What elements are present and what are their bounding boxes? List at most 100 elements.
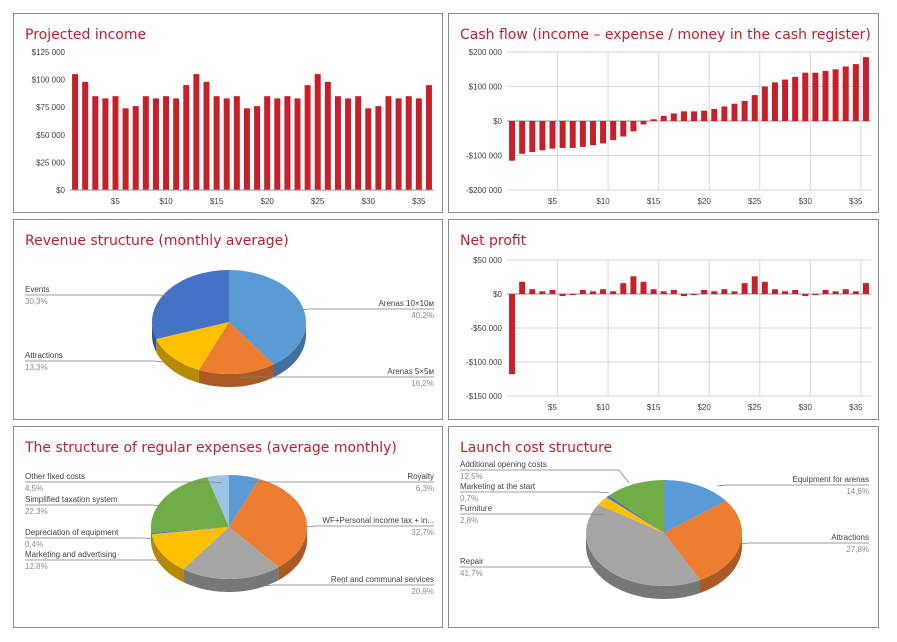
bar — [640, 121, 647, 125]
y-tick-label: $0 — [493, 117, 502, 126]
bar — [792, 76, 799, 121]
bar — [539, 291, 546, 294]
bar — [415, 98, 422, 190]
chart-title: Net profit — [460, 233, 527, 249]
pie-slice — [598, 497, 664, 533]
y-tick-label: -$50 000 — [470, 324, 502, 333]
y-tick-label: $100 000 — [32, 76, 66, 85]
bar — [610, 291, 617, 294]
pie-slice-side — [183, 567, 279, 592]
slice-label: Additional opening costs — [460, 460, 547, 469]
bar — [589, 291, 596, 294]
slice-label: Arenas 10×10м — [378, 299, 434, 308]
bar — [549, 289, 556, 294]
leader-line — [460, 566, 600, 569]
leader-line — [25, 504, 163, 507]
chart-projected-income: Projected income $0 $25 000 $50 000 $75 000 $… — [25, 27, 434, 206]
bar — [731, 291, 738, 294]
slice-percent: 12,8% — [25, 562, 48, 571]
panel-revenue-structure: Revenue structure (monthly average) Arena… — [13, 219, 443, 420]
pie-slice — [229, 479, 307, 568]
bar — [203, 81, 210, 190]
leader-line — [25, 360, 165, 363]
bar — [314, 74, 321, 190]
bar — [650, 289, 657, 294]
bar — [72, 74, 79, 190]
slice-percent: 41,7% — [460, 569, 483, 578]
y-tick-label: $0 — [493, 290, 502, 299]
chart-title: The structure of regular expenses (avera… — [24, 440, 397, 456]
x-tick-label: $5 — [548, 197, 557, 206]
slice-label: Rent and communal services — [331, 575, 434, 584]
slice-label: Equipment for arenas — [793, 475, 870, 484]
pie-slice — [608, 480, 664, 533]
slice-label: Marketing and advertising — [25, 550, 117, 559]
bar — [569, 121, 576, 148]
bar — [529, 121, 536, 153]
bar — [691, 294, 698, 295]
pie-slice — [183, 527, 279, 579]
pie-slice — [151, 527, 229, 535]
y-tick-label: $50 000 — [36, 131, 65, 140]
x-tick-label: $25 — [311, 197, 325, 206]
bar — [812, 72, 819, 121]
y-tick-label: $100 000 — [469, 83, 503, 92]
bar — [660, 291, 667, 294]
bar — [122, 108, 129, 190]
bar — [559, 121, 566, 148]
bar — [193, 74, 200, 190]
leader-line — [238, 376, 434, 379]
x-tick-label: $5 — [111, 197, 120, 206]
bar — [254, 106, 261, 190]
pie-slice — [664, 480, 726, 533]
bar — [620, 121, 627, 137]
bar — [375, 106, 382, 190]
x-tick-label: $10 — [596, 197, 610, 206]
leader-line — [460, 469, 630, 484]
y-tick-label: $75 000 — [36, 103, 65, 112]
bar — [701, 110, 708, 121]
slice-label: Marketing at the start — [460, 482, 536, 491]
slice-percent: 6,3% — [416, 484, 434, 493]
x-tick-label: $10 — [159, 197, 173, 206]
bar — [213, 96, 220, 190]
bar — [112, 96, 119, 190]
slice-percent: 16,2% — [411, 379, 434, 388]
bar — [721, 289, 728, 294]
slice-percent: 0,4% — [25, 540, 43, 549]
bar — [670, 289, 677, 294]
chart-cash-flow: Cash flow (income – expense / money in t… — [460, 27, 871, 206]
slice-percent: 12,5% — [460, 472, 483, 481]
slice-label: Depreciation of equipment — [25, 528, 119, 537]
bar — [771, 289, 778, 294]
bar — [355, 96, 362, 190]
x-tick-label: $20 — [260, 197, 274, 206]
pie-slice — [198, 322, 274, 375]
bar — [741, 100, 748, 121]
bar — [509, 294, 516, 375]
chart-title: Revenue structure (monthly average) — [25, 233, 289, 249]
bar — [852, 291, 859, 294]
y-tick-label: -$100 000 — [466, 152, 503, 161]
panel-launch-cost: Launch cost structure Equipment for arena… — [448, 426, 879, 628]
bar — [640, 281, 647, 294]
slice-label: Royalty — [407, 472, 434, 481]
bar — [630, 121, 637, 132]
bar — [152, 98, 159, 190]
bar — [721, 106, 728, 121]
bar — [842, 289, 849, 294]
slice-percent: 14,6% — [846, 487, 869, 496]
bar — [233, 96, 240, 190]
panel-net-profit: Net profit -$150 000 -$100 000 -$50 000 $0 $5… — [448, 219, 879, 420]
x-tick-label: $35 — [412, 197, 426, 206]
bar — [345, 98, 352, 190]
bar — [425, 85, 432, 190]
x-tick-label: $30 — [799, 197, 813, 206]
bar — [771, 82, 778, 121]
slice-percent: 27,8% — [846, 545, 869, 554]
bar — [92, 96, 99, 190]
slice-label: Other fixed costs — [25, 472, 85, 481]
bar — [519, 121, 526, 154]
chart-title: Cash flow (income – expense / money in t… — [460, 27, 871, 43]
bar — [529, 289, 536, 294]
